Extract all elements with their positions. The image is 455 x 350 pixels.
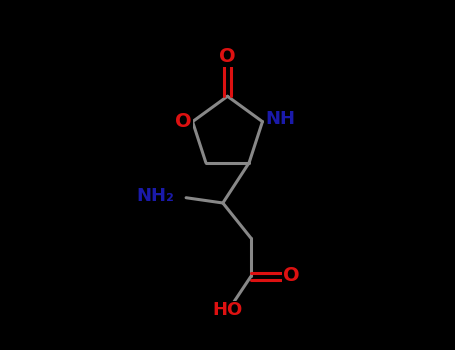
Text: NH: NH <box>265 110 295 128</box>
Text: HO: HO <box>212 301 242 320</box>
Text: O: O <box>176 112 192 131</box>
Text: O: O <box>219 47 236 66</box>
Text: NH₂: NH₂ <box>136 187 174 205</box>
Text: O: O <box>283 266 299 285</box>
